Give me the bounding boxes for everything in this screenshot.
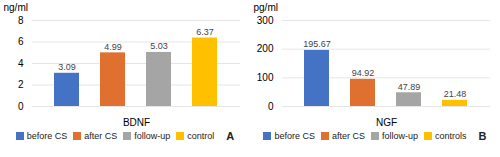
html-text:before CS: before CS [274, 131, 315, 141]
svg-text:3.09: 3.09 [58, 62, 76, 72]
svg-text:5.03: 5.03 [150, 41, 168, 51]
svg-text:8: 8 [18, 15, 24, 26]
svg-text:94.92: 94.92 [352, 68, 375, 78]
svg-text:4.99: 4.99 [104, 42, 122, 52]
html-text:after CS: after CS [332, 131, 365, 141]
svg-text:6: 6 [18, 36, 24, 47]
html-text:control: control [187, 131, 215, 141]
html-text:after CS: after CS [84, 131, 118, 141]
html-text:B: B [478, 130, 487, 142]
html-text:controls: controls [435, 131, 467, 141]
html-text:follow-up: follow-up [382, 131, 418, 141]
html-text:follow-up: follow-up [134, 131, 171, 141]
svg-text:300: 300 [257, 15, 274, 26]
html-text:before CS: before CS [26, 131, 68, 141]
svg-text:0: 0 [268, 101, 274, 112]
svg-text:4: 4 [18, 58, 24, 69]
html-text:A: A [226, 130, 235, 142]
svg-text:0: 0 [18, 101, 24, 112]
svg-text:ng/ml: ng/ml [4, 2, 28, 13]
svg-text:47.89: 47.89 [398, 82, 421, 92]
svg-text:100: 100 [257, 72, 274, 83]
svg-text:200: 200 [257, 43, 274, 54]
svg-text:6.37: 6.37 [196, 27, 214, 37]
svg-text:BDNF: BDNF [123, 117, 150, 128]
svg-text:pg/ml: pg/ml [254, 2, 278, 13]
svg-text:21.48: 21.48 [444, 89, 467, 99]
svg-text:195.67: 195.67 [303, 39, 331, 49]
svg-text:NGF: NGF [376, 117, 397, 128]
svg-text:2: 2 [18, 79, 24, 90]
